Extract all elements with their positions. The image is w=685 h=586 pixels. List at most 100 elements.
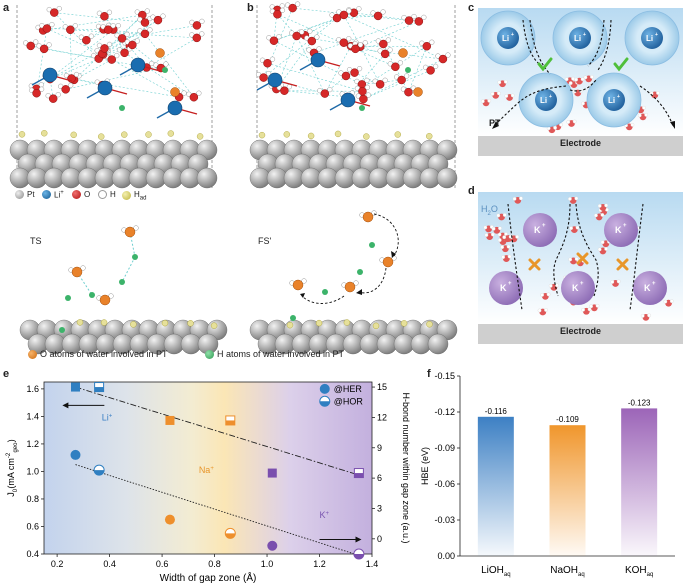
x-tick-label: 0.4 [103,559,116,569]
water-h [568,197,572,201]
o-atom [359,94,368,104]
o-water-pt [99,294,111,306]
state-label-ts: TS [30,236,42,246]
li-ion [569,27,591,49]
k-ion-label: K [572,283,579,293]
legend-pt-label: Pt [27,190,35,199]
h-water-pt [119,105,125,111]
o-water-pt [71,266,83,278]
o-atom [61,85,70,94]
o-atom [404,87,413,97]
marker-her-circle [267,540,278,551]
water-h [502,235,507,240]
o-atom [32,88,41,98]
h-bond [355,21,419,50]
y-left-tick-label: 0.4 [26,549,39,559]
had-atom [41,130,48,137]
o-atom [140,18,150,27]
h-water-pt [119,279,125,285]
panel-d-k-ions: K + K +K + K + K + [489,213,667,305]
o-atom [269,36,279,45]
o-atom [339,10,349,20]
h-atom [382,77,388,83]
h-water-pt [59,327,65,333]
y-left-tick-label: 0.8 [26,494,39,504]
y-left-tick-label: 1.2 [26,439,39,449]
water-h [490,91,495,96]
panel-c-pt-label: PT [489,118,501,128]
h-bond [343,14,444,60]
o-water-pt [155,48,165,58]
x-tick-label: 0.8 [208,559,221,569]
water-h [581,101,585,106]
h-bond [263,17,338,78]
had-atom [100,319,108,326]
water-h [610,280,615,284]
h-atom [265,70,272,77]
had-atom [343,319,351,326]
had-atom [283,131,290,138]
had-atom [121,131,128,138]
panel-label-e: e [3,368,10,380]
h-bond [408,46,428,93]
water-h [491,232,495,237]
h-atom [445,52,451,58]
water-h [500,245,505,250]
li-ion-sup: + [583,32,586,38]
o-atom [66,25,75,35]
panel-c-electrode-bar [478,136,683,156]
panel-d-schematic: K + K +K + K + K + [478,192,683,344]
o-atom [117,34,127,43]
h-atom [362,40,368,46]
h-bond [71,78,180,98]
h-water-pt [162,67,168,73]
h-bond [144,33,195,98]
pt-slab-fs [249,319,458,355]
pt-slab-ts [19,319,228,355]
h-atom [33,39,39,45]
h-atom [73,71,80,78]
water-h [597,204,602,208]
marker-hor-square-fill [94,387,104,392]
h-atom [38,86,45,92]
k-ion-sup: + [580,281,584,287]
marker-her-circle [164,514,175,525]
h-atom [380,9,386,15]
h-bond [324,75,347,94]
o-atom [103,25,113,34]
h-atom [106,9,113,15]
ion-label: K+ [320,510,330,520]
h-water-pt [357,269,363,275]
bar-value-label: -0.123 [628,398,651,407]
water-h [581,307,585,312]
h-bond [54,12,99,59]
h-bond [343,14,381,85]
h-atom [88,33,95,39]
k-ion [633,271,667,305]
water-h [502,213,507,217]
water-h [559,122,563,127]
panel-c-pt-arrows [493,19,674,127]
y-right-tick-label: 3 [377,503,382,513]
y-left-tick-label: 1.4 [26,411,39,421]
legend-h-label: H [110,190,116,199]
li-ion-label: Li [646,34,653,43]
k-ion-label: K [644,283,651,293]
water-h [555,283,559,288]
y-tick-label: -0.12 [434,407,455,417]
water-h [507,254,512,259]
had-atom [130,321,137,328]
h-water-pt [359,105,365,111]
h-atom [299,29,305,35]
h-atom [55,92,61,98]
o-atom [373,11,383,21]
panel-d-cross-marks [528,252,629,271]
water-h [589,304,593,309]
li-ion [497,27,519,49]
h-water-pt [132,254,138,260]
water-h [497,80,502,85]
water-h [642,105,646,110]
water-h [587,307,592,312]
marker-her-square [165,415,175,425]
had-atom [400,320,408,327]
